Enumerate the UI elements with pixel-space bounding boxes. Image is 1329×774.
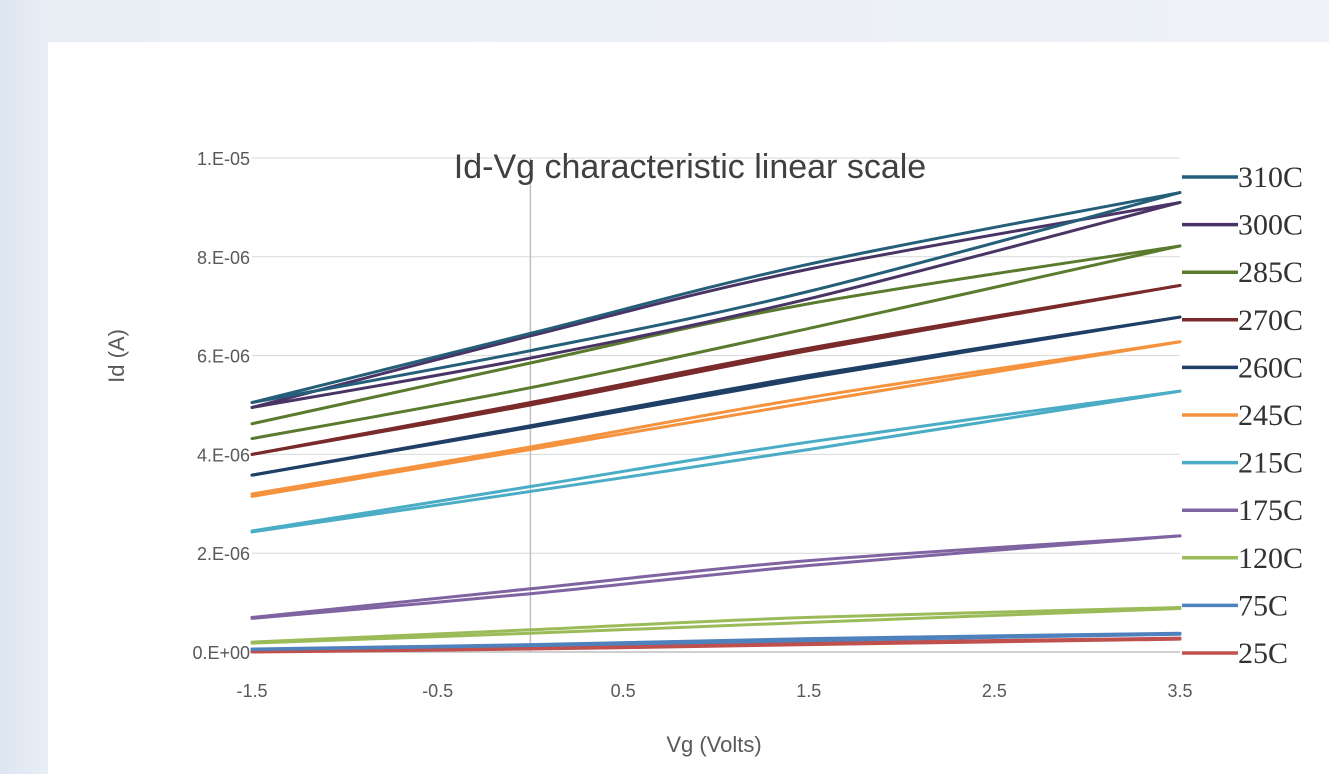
series-120C-forward-sweep — [250, 606, 1182, 644]
y-tick-label: 2.E-06 — [197, 544, 250, 564]
legend-label: 310C — [1238, 161, 1303, 194]
legend[interactable]: 310C 300C 285C 270C 260C 245C 215C 175C 120C 75C 2… — [1182, 161, 1303, 670]
legend-label: 285C — [1238, 256, 1303, 289]
y-tick-label: 0.E+00 — [192, 643, 250, 663]
series-25C-reverse-sweep — [250, 637, 1182, 654]
series-285C-forward-sweep — [250, 244, 1182, 426]
legend-label: 120C — [1238, 542, 1303, 575]
legend-label: 175C — [1238, 494, 1303, 527]
x-tick-label: 1.5 — [796, 681, 821, 701]
series-layer — [250, 191, 1182, 654]
legend-item-175C[interactable]: 175C — [1182, 494, 1303, 527]
legend-item-270C[interactable]: 270C — [1182, 304, 1303, 337]
series-215C-reverse-sweep — [250, 389, 1182, 534]
legend-label: 215C — [1238, 447, 1303, 480]
x-tick-labels: -1.5 -0.5 0.5 1.5 2.5 3.5 — [236, 681, 1192, 701]
legend-label: 270C — [1238, 304, 1303, 337]
series-310C-forward-sweep — [250, 191, 1182, 405]
legend-label: 25C — [1238, 637, 1288, 670]
y-tick-label: 8.E-06 — [197, 248, 250, 268]
series-285C-reverse-sweep — [250, 244, 1182, 441]
legend-label: 300C — [1238, 209, 1303, 242]
x-tick-label: 3.5 — [1167, 681, 1192, 701]
x-axis-title: Vg (Volts) — [666, 732, 761, 757]
legend-item-285C[interactable]: 285C — [1182, 256, 1303, 289]
x-tick-label: -1.5 — [236, 681, 267, 701]
series-260C-reverse-sweep — [250, 315, 1182, 477]
legend-item-245C[interactable]: 245C — [1182, 399, 1303, 432]
y-tick-label: 4.E-06 — [197, 445, 250, 465]
legend-item-25C[interactable]: 25C — [1182, 637, 1288, 670]
series-310C-reverse-sweep — [250, 191, 1182, 405]
series-215C-forward-sweep — [250, 389, 1182, 533]
gridlines — [252, 157, 1180, 653]
legend-label: 75C — [1238, 589, 1288, 622]
y-tick-labels: 0.E+00 2.E-06 4.E-06 6.E-06 8.E-06 1.E-05 — [192, 149, 250, 663]
x-tick-label: -0.5 — [422, 681, 453, 701]
series-245C-forward-sweep — [250, 340, 1182, 496]
series-300C-forward-sweep — [250, 200, 1182, 409]
legend-item-120C[interactable]: 120C — [1182, 542, 1303, 575]
legend-item-215C[interactable]: 215C — [1182, 447, 1303, 480]
series-300C-reverse-sweep — [250, 200, 1182, 409]
x-tick-label: 2.5 — [982, 681, 1007, 701]
series-270C-reverse-sweep — [250, 283, 1182, 456]
series-120C-reverse-sweep — [250, 607, 1182, 645]
legend-item-310C[interactable]: 310C — [1182, 161, 1303, 194]
series-245C-reverse-sweep — [250, 340, 1182, 498]
y-tick-label: 1.E-05 — [197, 149, 250, 169]
y-tick-label: 6.E-06 — [197, 347, 250, 367]
series-75C-reverse-sweep — [250, 632, 1182, 652]
legend-label: 245C — [1238, 399, 1303, 432]
x-tick-label: 0.5 — [611, 681, 636, 701]
legend-item-75C[interactable]: 75C — [1182, 589, 1288, 622]
series-175C-forward-sweep — [250, 534, 1182, 619]
chart-title: Id-Vg characteristic linear scale — [454, 148, 926, 186]
legend-item-300C[interactable]: 300C — [1182, 209, 1303, 242]
series-175C-reverse-sweep — [250, 534, 1182, 620]
legend-item-260C[interactable]: 260C — [1182, 351, 1303, 384]
legend-label: 260C — [1238, 351, 1303, 384]
y-axis-title: Id (A) — [104, 329, 129, 383]
